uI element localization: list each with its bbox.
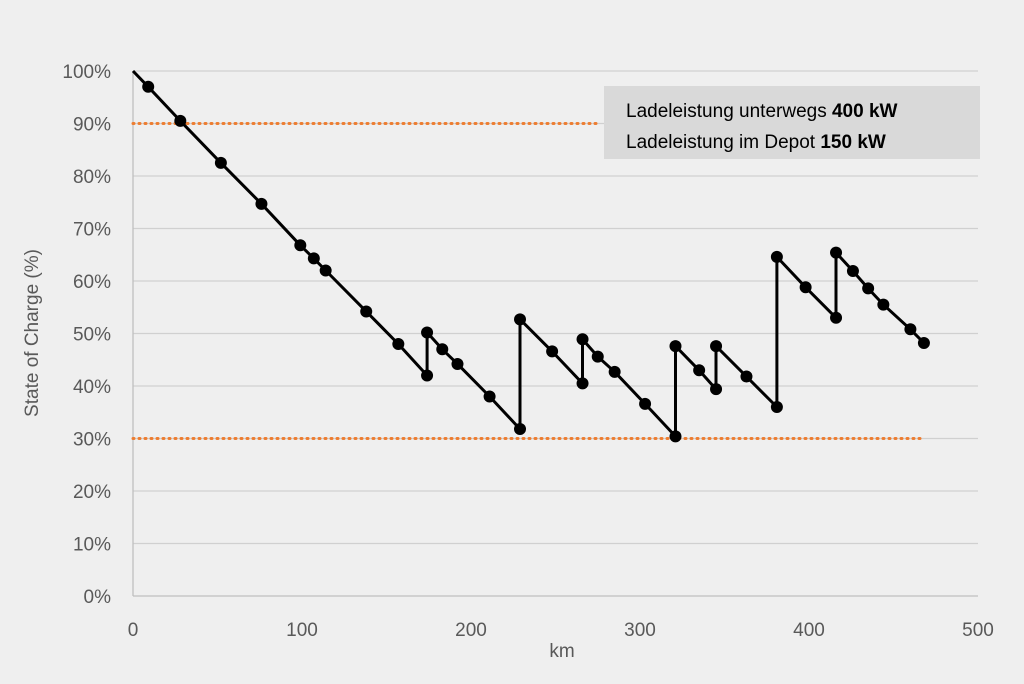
data-point [830,246,843,259]
y-axis-title: State of Charge (%) [22,249,43,417]
data-point [514,423,527,436]
data-point [576,333,589,346]
data-point [255,197,268,210]
series-group [131,69,930,443]
data-point [846,265,859,278]
x-tick-label: 100 [286,620,318,641]
tick-labels: 0% 10% 20% 30% 40% 50% 60% 70% 80% 90% 100% 0 100 200… [62,62,993,641]
data-point [591,350,604,363]
y-tick-label: 0% [84,587,112,608]
data-point [514,313,527,326]
data-point [451,357,464,370]
data-point [740,370,753,383]
x-tick-label: 0 [128,620,139,641]
legend-line-1-text: Ladeleistung unterwegs [626,101,832,122]
data-point [669,430,682,443]
data-point [669,340,682,353]
legend-line-2-value: 150 kW [820,132,886,153]
data-point [483,390,496,403]
data-point [770,250,783,263]
data-point [319,264,332,277]
y-tick-label: 30% [73,430,111,451]
data-point [904,323,917,336]
legend-background [604,86,980,159]
data-point [436,343,449,356]
data-point [576,377,589,390]
data-point [546,345,559,358]
y-tick-label: 20% [73,482,111,503]
data-point [307,252,320,265]
y-tick-label: 100% [62,62,111,83]
y-tick-label: 90% [73,115,111,136]
data-point [421,369,434,382]
data-point [360,305,373,318]
data-point [608,365,621,378]
data-point [770,401,783,413]
legend-line-2-text: Ladeleistung im Depot [626,132,820,153]
x-tick-label: 300 [624,620,656,641]
y-tick-label: 60% [73,272,111,293]
data-point [421,326,434,339]
y-tick-label: 80% [73,167,111,188]
x-tick-label: 400 [793,620,825,641]
x-tick-label: 200 [455,620,487,641]
legend-box: Ladeleistung unterwegs 400 kW Ladeleistu… [604,86,980,159]
data-point [799,281,812,294]
data-point [830,311,843,324]
data-point [917,336,930,349]
y-tick-label: 50% [73,325,111,346]
y-tick-label: 10% [73,535,111,556]
reference-lines [131,122,923,440]
data-point [639,397,652,410]
legend-line-2: Ladeleistung im Depot 150 kW [626,132,886,153]
y-tick-label: 40% [73,377,111,398]
data-point [174,114,187,127]
legend-line-1: Ladeleistung unterwegs 400 kW [626,101,898,122]
data-point [294,239,307,252]
data-point [710,383,723,396]
axes [132,71,978,597]
data-point [862,282,875,295]
x-tick-label: 500 [962,620,994,641]
data-point [214,156,227,169]
data-point [392,338,405,350]
y-tick-label: 70% [73,220,111,241]
data-point [877,298,890,311]
legend-line-1-value: 400 kW [832,101,898,122]
data-point [142,80,155,93]
x-axis-title: km [549,641,574,662]
data-point [693,364,706,377]
data-point [710,340,723,353]
